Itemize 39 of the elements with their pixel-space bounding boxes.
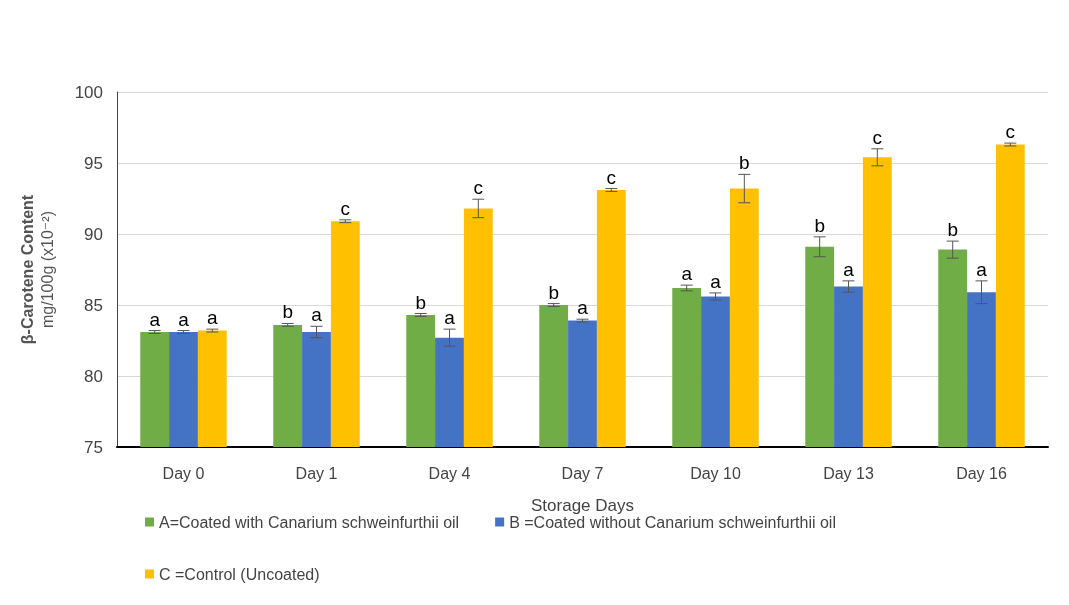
data-label: b — [739, 152, 750, 174]
y-tick-label: 90 — [84, 224, 103, 244]
y-tick-label: 95 — [84, 153, 103, 173]
data-label: a — [843, 258, 855, 280]
data-label: a — [178, 308, 190, 330]
legend-label: B =Coated without Canarium schweinfurthii oil — [509, 513, 836, 531]
data-label: a — [207, 307, 219, 329]
x-axis-title: Storage Days — [531, 496, 634, 515]
data-label: b — [814, 214, 825, 236]
data-label: c — [340, 197, 351, 219]
x-tick-label: Day 16 — [956, 464, 1007, 482]
data-label: b — [947, 219, 958, 241]
data-label: c — [872, 126, 883, 148]
y-axis-title: β-Carotene Content mg/100g (x10⁻²) — [18, 194, 56, 345]
x-tick-label: Day 7 — [561, 464, 604, 482]
x-tick-label: Day 4 — [428, 464, 471, 482]
legend-label: A=Coated with Canarium schweinfurthii oil — [159, 513, 460, 531]
x-tick-label: Day 1 — [295, 464, 338, 482]
y-tick-label: 100 — [74, 82, 103, 102]
data-label: b — [282, 301, 293, 323]
data-label: c — [606, 166, 617, 188]
y-tick-label: 85 — [84, 295, 103, 315]
x-tick-label: Day 10 — [690, 464, 741, 482]
data-label: c — [473, 177, 484, 199]
data-label: c — [1005, 121, 1016, 143]
data-label: a — [311, 304, 323, 326]
x-tick-label: Day 0 — [162, 464, 205, 482]
data-label: b — [415, 291, 426, 313]
data-label: a — [444, 307, 456, 329]
y-tick-label: 80 — [84, 366, 103, 386]
data-label: a — [710, 270, 722, 292]
data-label: a — [976, 258, 988, 280]
data-label: b — [548, 281, 559, 303]
data-label: a — [681, 263, 693, 285]
data-label: a — [577, 297, 589, 319]
y-tick-label: 75 — [84, 437, 103, 457]
legend-label: C =Control (Uncoated) — [159, 565, 320, 583]
x-tick-label: Day 13 — [823, 464, 874, 482]
data-label: a — [149, 308, 161, 330]
